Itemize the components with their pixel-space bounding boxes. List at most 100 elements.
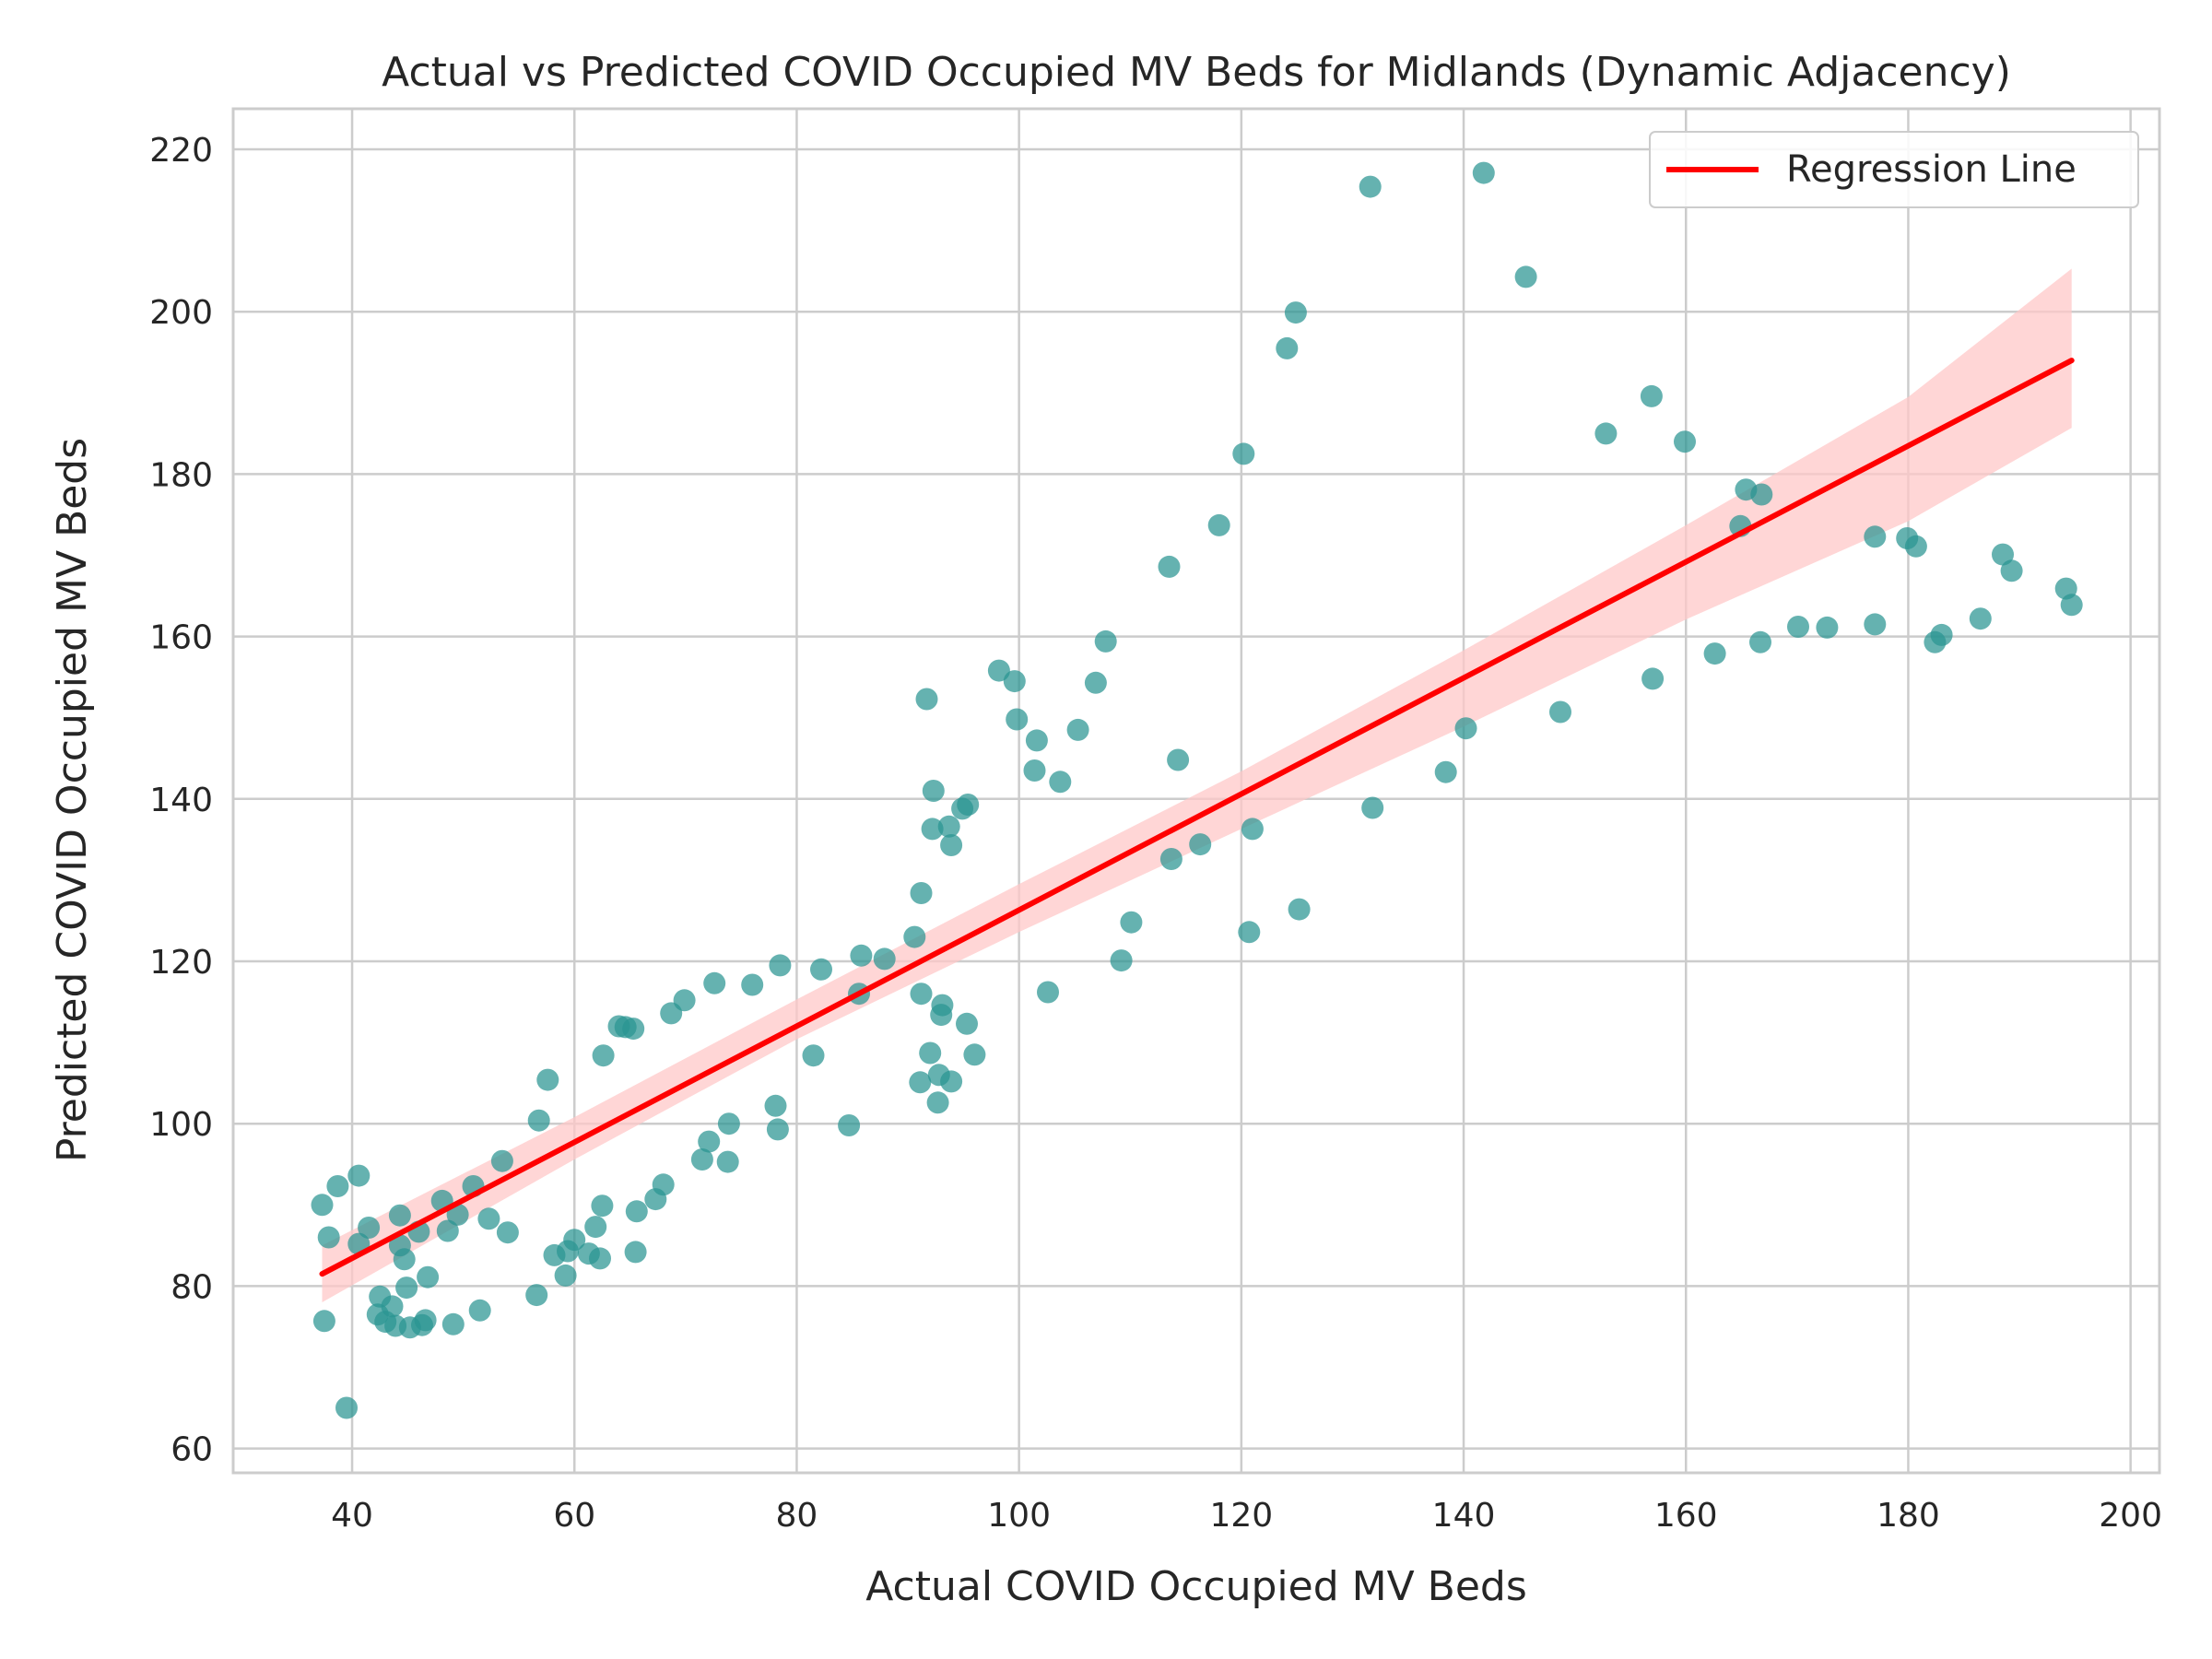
data-point	[2060, 594, 2083, 617]
data-point	[910, 982, 933, 1006]
x-tick-label: 100	[987, 1497, 1051, 1535]
y-tick-label: 160	[149, 619, 213, 657]
data-point	[1641, 667, 1665, 690]
x-tick-label: 120	[1209, 1497, 1273, 1535]
y-tick-label: 140	[149, 782, 213, 819]
data-point	[716, 1150, 739, 1173]
data-point	[956, 1012, 978, 1035]
data-point	[417, 1265, 440, 1288]
data-point	[919, 1041, 942, 1065]
data-point	[446, 1203, 469, 1226]
data-point	[1992, 543, 2014, 566]
data-point	[1787, 616, 1809, 638]
data-point	[441, 1312, 465, 1335]
data-point	[1006, 708, 1029, 731]
legend: Regression Line	[1649, 131, 2139, 208]
data-point	[810, 958, 832, 981]
data-point	[937, 815, 960, 838]
data-point	[317, 1226, 340, 1249]
legend-label-regression: Regression Line	[1786, 148, 2077, 191]
data-point	[690, 1148, 713, 1171]
y-tick-label: 100	[149, 1106, 213, 1144]
data-point	[838, 1114, 861, 1136]
data-point	[496, 1221, 519, 1244]
data-point	[703, 971, 726, 994]
legend-box	[1649, 131, 2139, 208]
data-point	[922, 780, 945, 802]
data-point	[1361, 796, 1384, 819]
data-point	[909, 1071, 932, 1094]
y-tick-label: 80	[171, 1268, 213, 1306]
data-point	[381, 1295, 404, 1318]
data-point	[1158, 555, 1181, 578]
data-point	[1232, 442, 1255, 465]
data-point	[554, 1264, 577, 1287]
confidence-band	[322, 268, 2072, 1302]
data-point	[477, 1207, 500, 1230]
data-point	[1594, 422, 1618, 445]
data-point	[764, 1094, 787, 1117]
data-point	[1110, 949, 1133, 972]
data-point	[1514, 265, 1537, 288]
x-tick-label: 40	[331, 1497, 373, 1535]
data-point	[414, 1309, 437, 1332]
data-point	[873, 947, 896, 971]
data-point	[1003, 670, 1026, 693]
data-point	[1904, 535, 1927, 558]
data-point	[1049, 771, 1072, 794]
data-point	[311, 1194, 334, 1217]
x-tick-label: 140	[1432, 1497, 1496, 1535]
data-point	[931, 994, 954, 1017]
x-tick-label: 60	[553, 1497, 595, 1535]
y-tick-label: 200	[149, 294, 213, 332]
data-point	[393, 1248, 416, 1271]
data-point	[358, 1217, 381, 1239]
data-point	[436, 1219, 459, 1242]
data-point	[802, 1044, 825, 1067]
data-point	[1241, 818, 1264, 841]
data-point	[940, 1070, 963, 1093]
data-point	[1288, 898, 1311, 921]
x-tick-label: 180	[1877, 1497, 1940, 1535]
data-point	[910, 882, 933, 904]
data-point	[527, 1109, 550, 1132]
data-point	[1454, 717, 1477, 740]
chart-title: Actual vs Predicted COVID Occupied MV Be…	[382, 49, 2011, 96]
data-point	[591, 1194, 614, 1218]
y-axis-label: Predicted COVID Occupied MV Beds	[49, 438, 96, 1162]
data-point	[1094, 629, 1117, 653]
data-point	[1816, 616, 1839, 639]
data-point	[592, 1044, 615, 1067]
data-point	[1167, 748, 1190, 771]
scatter-points	[311, 161, 2083, 1419]
data-point	[1276, 336, 1299, 359]
data-point	[1864, 525, 1887, 548]
data-point	[347, 1164, 371, 1187]
data-point	[1066, 718, 1089, 741]
tick-labels: 40 60 80 100 120 140 160 180 200 60 80 100 120 140 160…	[149, 132, 2162, 1535]
data-point	[1023, 759, 1046, 782]
data-point	[957, 794, 980, 816]
data-point	[987, 659, 1010, 682]
data-point	[622, 1018, 645, 1041]
data-point	[2000, 559, 2023, 582]
data-point	[766, 1118, 789, 1141]
data-point	[1750, 483, 1773, 506]
data-point	[395, 1277, 418, 1300]
data-point	[335, 1396, 358, 1419]
data-point	[903, 925, 926, 948]
confidence-band-layer	[322, 268, 2072, 1302]
data-point	[584, 1216, 607, 1239]
data-point	[717, 1112, 740, 1135]
data-point	[536, 1068, 559, 1091]
axes	[231, 107, 2161, 1475]
data-point	[1703, 642, 1726, 665]
data-point	[625, 1200, 648, 1223]
data-point	[1207, 513, 1230, 536]
data-point	[769, 954, 792, 977]
data-point	[326, 1175, 349, 1197]
data-point	[1025, 729, 1048, 752]
data-point	[490, 1149, 513, 1172]
data-point	[1864, 613, 1887, 636]
data-point	[1084, 671, 1107, 694]
